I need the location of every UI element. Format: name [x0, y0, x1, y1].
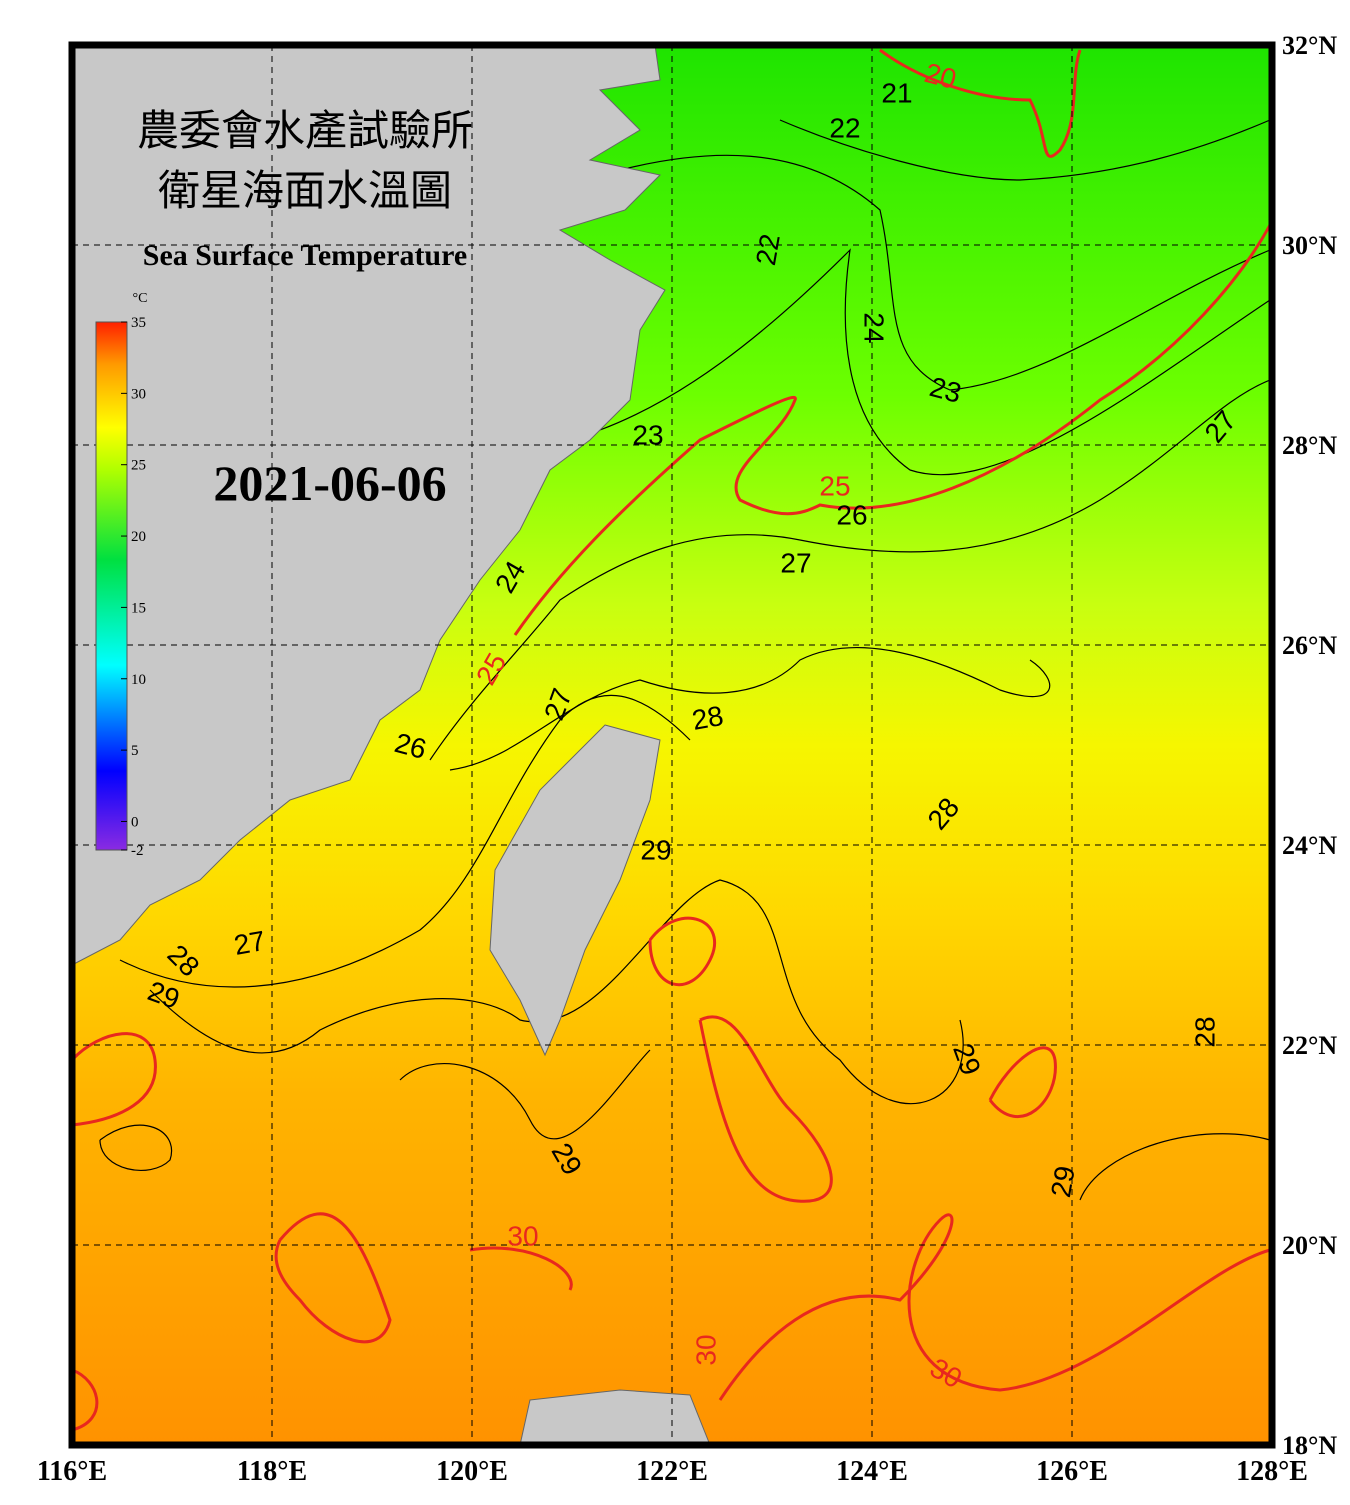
colorbar-tick-label: 10 — [131, 672, 146, 688]
lat-label: 26°N — [1282, 631, 1337, 660]
colorbar-tick-label: 30 — [131, 386, 146, 402]
contours — [70, 48, 1272, 1432]
contour-label: 28 — [1189, 1016, 1220, 1047]
lat-label: 18°N — [1282, 1431, 1337, 1460]
lon-label: 120°E — [436, 1456, 508, 1487]
lat-label: 22°N — [1282, 1031, 1337, 1060]
lat-label: 30°N — [1282, 231, 1337, 260]
lat-label: 28°N — [1282, 431, 1337, 460]
contour-label: 27 — [780, 547, 811, 578]
lat-label: 24°N — [1282, 831, 1337, 860]
lon-label: 126°E — [1036, 1456, 1108, 1487]
contour-label: 29 — [640, 834, 671, 865]
lat-label: 20°N — [1282, 1231, 1337, 1260]
colorbar-tick-label: 35 — [131, 315, 146, 331]
land — [71, 44, 711, 1446]
title-zh-1: 農委會水產試驗所 — [137, 108, 473, 155]
colorbar-tick-label: -2 — [131, 843, 144, 859]
contour-label: 30 — [507, 1220, 538, 1251]
contour-label: 23 — [632, 419, 663, 450]
contour-label: 27 — [232, 925, 268, 961]
contour-label: 22 — [750, 232, 786, 268]
lon-label: 124°E — [836, 1456, 908, 1487]
colorbar-tick-label: 5 — [131, 743, 139, 759]
lon-label: 118°E — [237, 1456, 307, 1487]
contour-label: 22 — [829, 112, 860, 143]
map-frame — [68, 41, 1276, 1449]
contour-label: 24 — [859, 312, 890, 343]
date: 2021-06-06 — [213, 455, 446, 511]
contour-label: 29 — [1045, 1164, 1081, 1200]
contour-label: 21 — [881, 77, 912, 108]
lon-label: 116°E — [37, 1456, 107, 1487]
title-en: Sea Surface Temperature — [143, 239, 467, 272]
lat-label: 32°N — [1282, 31, 1337, 60]
contour-label: 28 — [690, 700, 726, 736]
contour-label: 26 — [836, 499, 867, 530]
contour-label: 25 — [819, 470, 850, 501]
colorbar-tick-label: 20 — [131, 529, 146, 545]
lon-label: 128°E — [1236, 1456, 1308, 1487]
graticule — [72, 45, 1272, 1445]
colorbar-tick-label: 25 — [131, 458, 146, 474]
colorbar — [95, 321, 128, 851]
colorbar-unit: °C — [133, 291, 148, 306]
colorbar-tick-label: 0 — [131, 814, 139, 830]
title-zh-2: 衛星海面水溫圖 — [158, 169, 452, 215]
colorbar-tick-label: 15 — [131, 600, 146, 616]
contour-label: 30 — [690, 1334, 721, 1365]
lon-label: 122°E — [636, 1456, 708, 1487]
